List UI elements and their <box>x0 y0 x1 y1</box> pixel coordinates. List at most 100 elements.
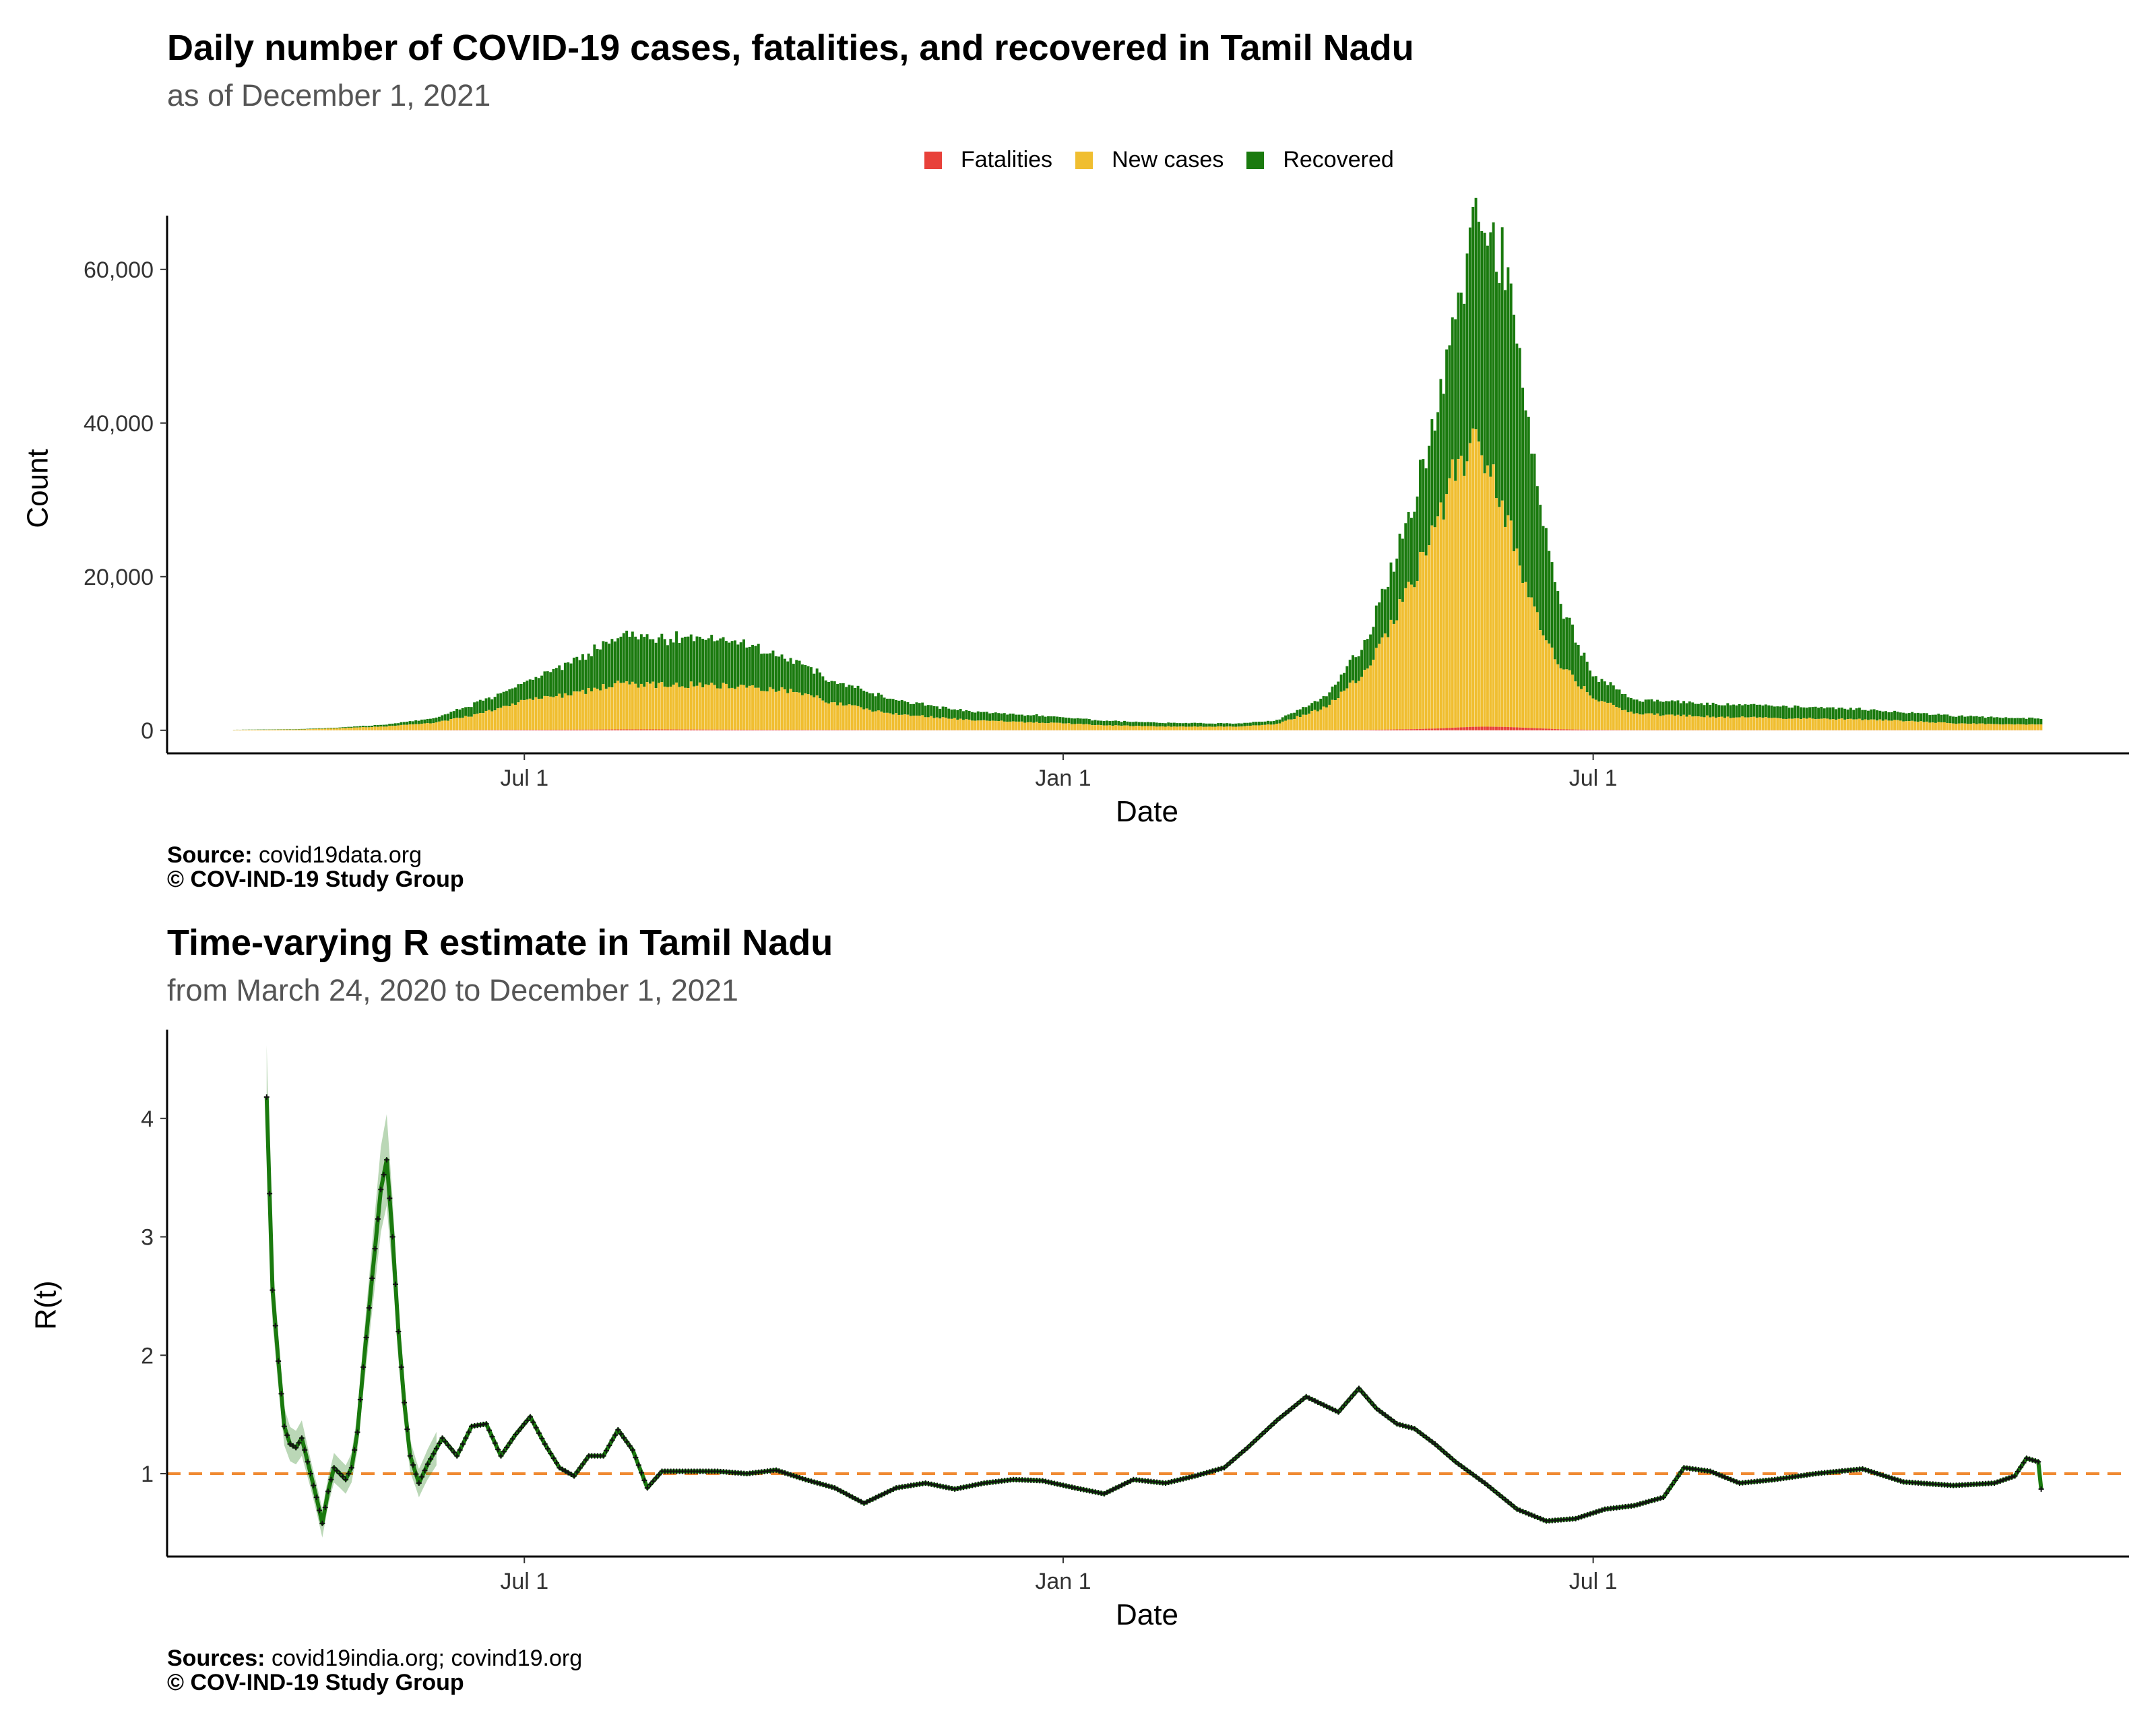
bar-new-cases <box>402 724 406 730</box>
bar-recovered <box>1955 716 1958 724</box>
bar-recovered <box>406 722 409 725</box>
bar-new-cases <box>2004 724 2008 730</box>
r-point <box>788 1472 794 1478</box>
bar-new-cases <box>447 720 449 730</box>
bar-recovered <box>1052 716 1056 723</box>
bar-new-cases <box>1527 597 1530 728</box>
bar-new-cases <box>1577 686 1580 730</box>
bar-new-cases <box>1688 714 1691 730</box>
bar-recovered <box>780 654 784 687</box>
bar-recovered <box>1568 617 1571 670</box>
bar-recovered <box>939 708 942 719</box>
bar-recovered <box>1963 716 1967 724</box>
r-point <box>852 1496 858 1502</box>
bar-recovered <box>286 729 288 730</box>
bar-new-cases <box>367 727 371 730</box>
bar-fatalities <box>1548 728 1551 730</box>
bar-new-cases <box>1231 726 1234 730</box>
bar-fatalities <box>1542 728 1545 730</box>
bar-new-cases <box>1746 717 1750 730</box>
bar-new-cases <box>1990 724 1993 730</box>
bar-new-cases <box>839 702 842 730</box>
r-point <box>1298 1398 1304 1404</box>
bar-recovered <box>578 660 581 692</box>
r-point <box>800 1476 806 1482</box>
bar-recovered <box>1105 720 1108 726</box>
r-point <box>1163 1480 1169 1486</box>
bar-new-cases <box>730 687 734 730</box>
bar-new-cases <box>1389 619 1393 730</box>
bar-new-cases <box>572 691 575 730</box>
r-point <box>1286 1408 1292 1414</box>
bar-new-cases <box>1213 726 1217 730</box>
bar-fatalities <box>1527 728 1530 730</box>
r-point <box>1727 1476 1734 1482</box>
bar-recovered <box>1217 723 1220 726</box>
bar-recovered <box>1137 722 1141 726</box>
r-point <box>1174 1477 1180 1483</box>
bar-fatalities <box>1428 728 1430 730</box>
r-point <box>1183 1475 1189 1481</box>
r-point <box>313 1495 319 1501</box>
bar-recovered <box>1934 714 1937 723</box>
bar-new-cases <box>769 687 772 730</box>
r-point <box>307 1470 313 1476</box>
bar-recovered <box>1333 685 1337 701</box>
bar-new-cases <box>1492 464 1495 727</box>
bar-new-cases <box>765 691 769 730</box>
bar-new-cases <box>493 710 497 730</box>
bar-recovered <box>1468 227 1471 443</box>
bar-fatalities <box>1507 726 1510 730</box>
bar-recovered <box>1307 705 1310 714</box>
r-point <box>779 1469 785 1475</box>
bar-recovered <box>1907 713 1911 722</box>
bar-recovered <box>886 698 889 713</box>
bar-recovered <box>932 706 936 718</box>
bar-recovered <box>344 727 347 728</box>
bar-new-cases <box>713 685 716 730</box>
bar-new-cases <box>810 695 813 730</box>
bar-new-cases <box>792 691 795 730</box>
bar-new-cases <box>1732 718 1735 730</box>
bar-recovered <box>947 708 951 719</box>
r-point <box>1455 1461 1461 1467</box>
r-point <box>583 1457 589 1463</box>
bar-new-cases <box>891 714 895 730</box>
bar-recovered <box>1354 657 1358 683</box>
bar-recovered <box>276 729 280 730</box>
bar-new-cases <box>1952 723 1955 730</box>
r-point <box>1309 1396 1315 1402</box>
bar-new-cases <box>523 700 526 730</box>
bar-fatalities <box>1457 727 1460 730</box>
bar-recovered <box>1442 394 1445 520</box>
bar-new-cases <box>639 683 643 730</box>
bar-recovered <box>1219 722 1223 727</box>
bar-recovered <box>1755 704 1758 718</box>
r-point <box>785 1471 791 1477</box>
bar-recovered <box>707 638 710 685</box>
bar-recovered <box>1392 571 1395 624</box>
r-point <box>352 1447 358 1453</box>
bar-fatalities <box>1477 726 1480 730</box>
bar-new-cases <box>1087 724 1091 730</box>
bar-new-cases <box>584 693 588 730</box>
r-point <box>296 1440 302 1446</box>
r-point <box>1227 1460 1233 1466</box>
bar-new-cases <box>1568 670 1571 730</box>
bar-new-cases <box>1483 473 1486 727</box>
bar-new-cases <box>1463 476 1466 728</box>
bar-new-cases <box>1167 726 1170 730</box>
r-point <box>609 1437 615 1443</box>
bar-new-cases <box>865 708 868 730</box>
bar-new-cases <box>2010 724 2013 730</box>
bar-new-cases <box>1855 719 1858 730</box>
bar-new-cases <box>303 729 307 730</box>
r-point <box>1186 1474 1192 1480</box>
r-point <box>1432 1441 1438 1447</box>
r-point <box>1488 1485 1494 1491</box>
r-point <box>1531 1513 1537 1519</box>
bar-recovered <box>1252 722 1255 726</box>
r-point <box>1866 1468 1872 1474</box>
bar-new-cases <box>1767 718 1771 730</box>
bar-new-cases <box>1826 718 1829 730</box>
